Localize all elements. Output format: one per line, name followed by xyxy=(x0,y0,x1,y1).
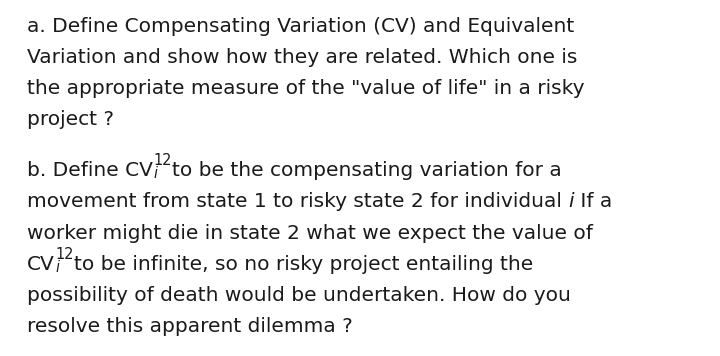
Text: 12: 12 xyxy=(153,153,172,168)
Text: to be infinite, so no risky project entailing the: to be infinite, so no risky project enta… xyxy=(73,255,533,274)
Text: i: i xyxy=(569,192,575,211)
Text: project ?: project ? xyxy=(27,110,114,130)
Text: movement from state 1 to risky state 2 for individual: movement from state 1 to risky state 2 f… xyxy=(27,192,569,211)
Text: the appropriate measure of the "value of life" in a risky: the appropriate measure of the "value of… xyxy=(27,79,585,98)
Text: CV: CV xyxy=(27,255,55,274)
Text: b. Define CV: b. Define CV xyxy=(27,161,153,180)
Text: resolve this apparent dilemma ?: resolve this apparent dilemma ? xyxy=(27,317,353,336)
Text: i: i xyxy=(55,260,59,275)
Text: worker might die in state 2 what we expect the value of: worker might die in state 2 what we expe… xyxy=(27,224,593,242)
Text: If a: If a xyxy=(575,192,613,211)
Text: 12: 12 xyxy=(55,247,73,262)
Text: possibility of death would be undertaken. How do you: possibility of death would be undertaken… xyxy=(27,286,571,305)
Text: to be the compensating variation for a: to be the compensating variation for a xyxy=(172,161,562,180)
Text: i: i xyxy=(153,166,157,181)
Text: Variation and show how they are related. Which one is: Variation and show how they are related.… xyxy=(27,48,577,67)
Text: a. Define Compensating Variation (CV) and Equivalent: a. Define Compensating Variation (CV) an… xyxy=(27,17,575,36)
